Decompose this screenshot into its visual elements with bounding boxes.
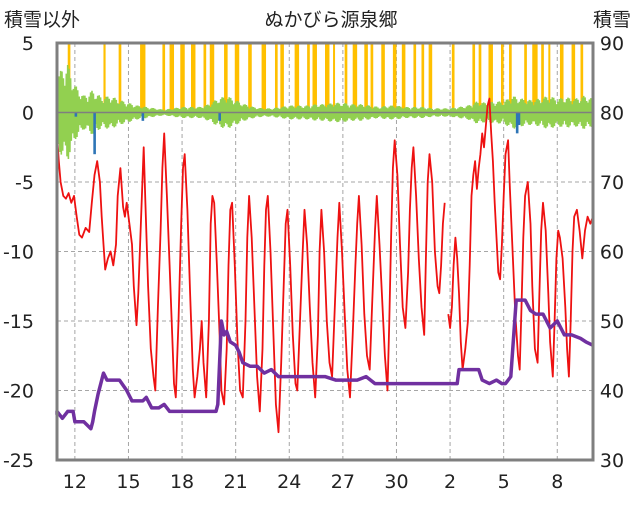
left-tick-label: -20: [3, 381, 34, 403]
sunshine-bar: [478, 44, 482, 113]
sunshine-bar: [451, 44, 455, 113]
sunshine-bar: [180, 44, 185, 113]
sunshine-bar: [274, 44, 278, 113]
precipitation-bar: [515, 112, 519, 134]
x-tick-label: 12: [63, 471, 87, 493]
chart-title: ぬかびら源泉郷: [264, 9, 397, 31]
sunshine-bar: [140, 44, 146, 113]
series-layer: [55, 97, 594, 434]
x-tick-label: 21: [224, 471, 248, 493]
sunshine-bar: [118, 44, 122, 113]
sunshine-bar: [280, 44, 284, 113]
sunshine-bar: [333, 44, 336, 113]
sunshine-bar: [421, 44, 425, 113]
sunshine-bar: [509, 44, 512, 113]
sunshine-bar: [488, 44, 493, 113]
sunshine-bar: [312, 44, 317, 113]
right-tick-label: 60: [600, 242, 624, 264]
sunshine-bar: [500, 44, 504, 113]
left-tick-label: 5: [22, 33, 34, 55]
sunshine-bar: [532, 44, 538, 113]
x-tick-label: 30: [384, 471, 408, 493]
sunshine-bar: [559, 44, 564, 113]
left-axis-label: 積雪以外: [4, 9, 80, 31]
sunshine-bar: [209, 44, 215, 113]
sunshine-bar: [413, 44, 417, 113]
right-tick-label: 40: [600, 381, 624, 403]
sunshine-bar: [401, 44, 406, 113]
left-tick-label: -15: [3, 311, 34, 333]
sunshine-bar: [344, 44, 348, 113]
plot-frame: [55, 41, 595, 462]
sunshine-bar: [169, 44, 175, 113]
sunshine-bar: [248, 44, 252, 113]
sunshine-bar: [472, 44, 476, 113]
sunshine-bar: [203, 44, 207, 113]
x-tick-label: 8: [551, 471, 563, 493]
sunshine-bar: [571, 44, 576, 113]
x-tick-label: 15: [116, 471, 140, 493]
x-tick-label: 5: [498, 471, 510, 493]
sunshine-bar: [352, 44, 358, 113]
sunshine-bar: [524, 44, 527, 113]
precipitation-bar: [517, 112, 521, 126]
sunshine-layer: [67, 44, 584, 113]
sunshine-bar: [103, 44, 106, 113]
sunshine-bar: [541, 44, 544, 113]
right-tick-label: 70: [600, 172, 624, 194]
sunshine-bar: [261, 44, 267, 113]
left-tick-label: -5: [15, 172, 34, 194]
x-tick-label: 24: [277, 471, 301, 493]
x-tick-label: 27: [331, 471, 355, 493]
sunshine-bar: [428, 44, 433, 113]
sunshine-bar: [381, 44, 385, 113]
sunshine-bar: [234, 44, 240, 113]
x-tick-label: 18: [170, 471, 194, 493]
left-tick-label: 0: [22, 103, 34, 125]
sunshine-bar: [364, 44, 368, 113]
sunshine-bar: [294, 44, 300, 113]
precipitation-bar: [218, 112, 221, 121]
sunshine-bar: [162, 44, 166, 113]
precipitation-bar: [141, 112, 145, 121]
sunshine-bar: [580, 44, 584, 113]
sunshine-bar: [224, 44, 228, 113]
right-tick-label: 80: [600, 103, 624, 125]
x-tick-label: 2: [444, 471, 456, 493]
right-tick-label: 30: [600, 450, 624, 472]
sunshine-bar: [325, 44, 330, 113]
sunshine-bar: [370, 44, 374, 113]
temperature-series: [56, 105, 446, 434]
left-tick-label: -25: [3, 450, 34, 472]
precipitation-bar: [74, 112, 78, 117]
snow_depth-series: [55, 298, 594, 431]
sunshine-bar: [392, 44, 397, 113]
right-axis-label: 積雪: [593, 9, 631, 31]
sunshine-bar: [548, 44, 551, 113]
right-tick-label: 50: [600, 311, 624, 333]
precipitation-bar: [93, 112, 96, 155]
sunshine-bar: [191, 44, 196, 113]
sunshine-bar: [307, 44, 310, 113]
left-tick-label: -10: [3, 242, 34, 264]
right-tick-label: 90: [600, 33, 624, 55]
